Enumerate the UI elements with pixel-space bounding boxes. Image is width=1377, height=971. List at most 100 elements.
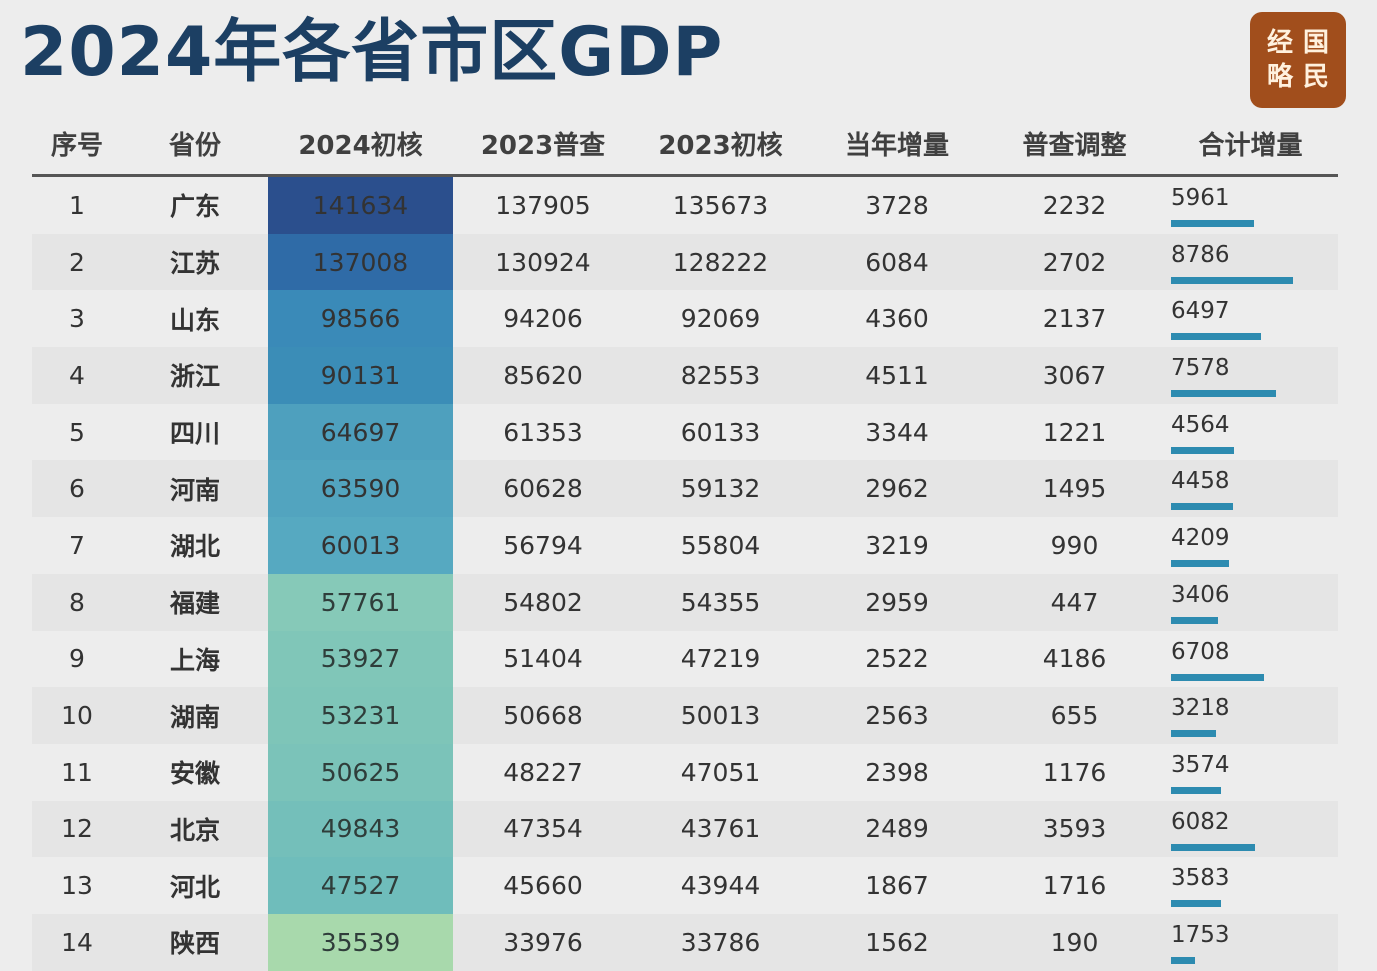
province-cell: 安徽	[122, 743, 268, 801]
census2023-cell: 45660	[453, 857, 633, 914]
census2023-cell: 56794	[453, 517, 633, 574]
rank-cell: 1	[32, 175, 122, 234]
adjust-cell: 4186	[986, 630, 1163, 688]
increase-cell: 4360	[808, 290, 986, 348]
increase-cell: 2563	[808, 687, 986, 744]
gdp2024-cell: 64697	[268, 403, 453, 461]
census2023-cell: 48227	[453, 743, 633, 801]
province-cell: 湖北	[122, 517, 268, 574]
total-value-label: 3583	[1171, 865, 1230, 892]
province-cell: 广东	[122, 175, 268, 234]
total-cell: 6082	[1163, 800, 1338, 858]
total-increase-bar	[1171, 786, 1221, 794]
province-cell: 北京	[122, 800, 268, 858]
table-row: 1 广东 141634 137905 135673 3728 2232 5961	[32, 175, 1338, 234]
column-header: 合计增量	[1163, 113, 1338, 177]
increase-cell: 1867	[808, 857, 986, 914]
census2023-cell: 137905	[453, 175, 633, 234]
prelim2023-cell: 54355	[633, 573, 808, 631]
prelim2023-cell: 128222	[633, 233, 808, 291]
total-value-label: 3218	[1171, 695, 1230, 722]
total-cell: 6708	[1163, 630, 1338, 688]
adjust-cell: 190	[986, 913, 1163, 971]
logo-char: 国	[1302, 28, 1329, 58]
increase-cell: 3728	[808, 175, 986, 234]
gdp2024-cell: 35539	[268, 913, 453, 971]
census2023-cell: 130924	[453, 233, 633, 291]
gdp2024-cell: 60013	[268, 517, 453, 574]
prelim2023-cell: 50013	[633, 687, 808, 744]
gdp2024-cell: 63590	[268, 460, 453, 518]
gdp2024-cell: 141634	[268, 175, 453, 234]
total-increase-bar	[1171, 730, 1216, 738]
table-row: 7 湖北 60013 56794 55804 3219 990 4209	[32, 517, 1338, 574]
province-cell: 山东	[122, 290, 268, 348]
column-header: 2024初核	[268, 113, 453, 177]
brand-logo: 经 国 略 民	[1250, 12, 1346, 108]
census2023-cell: 54802	[453, 573, 633, 631]
prelim2023-cell: 59132	[633, 460, 808, 518]
total-increase-bar	[1171, 503, 1233, 511]
total-increase-bar	[1171, 333, 1262, 341]
rank-cell: 2	[32, 233, 122, 291]
gdp2024-cell: 53231	[268, 687, 453, 744]
increase-cell: 2398	[808, 743, 986, 801]
increase-cell: 4511	[808, 347, 986, 404]
adjust-cell: 2232	[986, 175, 1163, 234]
total-value-label: 8786	[1171, 241, 1230, 268]
total-cell: 1753	[1163, 913, 1338, 971]
adjust-cell: 1221	[986, 403, 1163, 461]
adjust-cell: 3593	[986, 800, 1163, 858]
province-cell: 陕西	[122, 913, 268, 971]
table-row: 4 浙江 90131 85620 82553 4511 3067 7578	[32, 347, 1338, 404]
total-cell: 3583	[1163, 857, 1338, 914]
adjust-cell: 3067	[986, 347, 1163, 404]
increase-cell: 3344	[808, 403, 986, 461]
census2023-cell: 47354	[453, 800, 633, 858]
total-cell: 3574	[1163, 743, 1338, 801]
increase-cell: 2489	[808, 800, 986, 858]
census2023-cell: 33976	[453, 913, 633, 971]
total-value-label: 4209	[1171, 525, 1230, 552]
province-cell: 河南	[122, 460, 268, 518]
prelim2023-cell: 55804	[633, 517, 808, 574]
table-row: 12 北京 49843 47354 43761 2489 3593 6082	[32, 800, 1338, 858]
prelim2023-cell: 47051	[633, 743, 808, 801]
total-value-label: 6082	[1171, 808, 1230, 835]
rank-cell: 4	[32, 347, 122, 404]
total-value-label: 4458	[1171, 468, 1230, 495]
province-cell: 浙江	[122, 347, 268, 404]
total-increase-bar	[1171, 956, 1196, 964]
prelim2023-cell: 82553	[633, 347, 808, 404]
table-row: 3 山东 98566 94206 92069 4360 2137 6497	[32, 290, 1338, 348]
column-header: 普查调整	[986, 113, 1163, 177]
increase-cell: 2962	[808, 460, 986, 518]
gdp2024-cell: 98566	[268, 290, 453, 348]
gdp-table: 序号 省份 2024初核 2023普查 2023初核 当年增量 普查调整 合计增…	[32, 113, 1338, 971]
rank-cell: 9	[32, 630, 122, 688]
total-value-label: 5961	[1171, 185, 1230, 211]
total-increase-bar	[1171, 276, 1293, 284]
table-row: 14 陕西 35539 33976 33786 1562 190 1753	[32, 913, 1338, 971]
rank-cell: 14	[32, 913, 122, 971]
table-row: 10 湖南 53231 50668 50013 2563 655 3218	[32, 687, 1338, 744]
total-value-label: 4564	[1171, 411, 1230, 438]
adjust-cell: 447	[986, 573, 1163, 631]
total-cell: 8786	[1163, 233, 1338, 291]
province-cell: 湖南	[122, 687, 268, 744]
total-cell: 5961	[1163, 175, 1338, 234]
total-cell: 4458	[1163, 460, 1338, 518]
table-header-row: 序号 省份 2024初核 2023普查 2023初核 当年增量 普查调整 合计增…	[32, 113, 1338, 177]
province-cell: 四川	[122, 403, 268, 461]
rank-cell: 11	[32, 743, 122, 801]
total-value-label: 3574	[1171, 751, 1230, 778]
adjust-cell: 1495	[986, 460, 1163, 518]
increase-cell: 2522	[808, 630, 986, 688]
column-header: 当年增量	[808, 113, 986, 177]
column-header: 2023初核	[633, 113, 808, 177]
logo-char: 民	[1302, 62, 1329, 92]
total-increase-bar	[1171, 900, 1221, 908]
column-header: 省份	[122, 113, 268, 177]
rank-cell: 5	[32, 403, 122, 461]
total-increase-bar	[1171, 390, 1277, 398]
